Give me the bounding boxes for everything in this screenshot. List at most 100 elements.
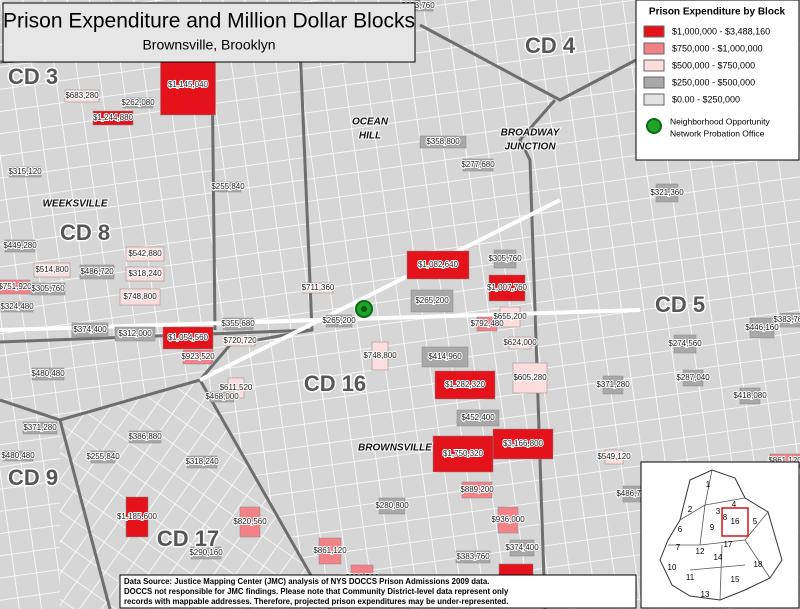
district-label: CD 17 [157, 526, 219, 551]
legend-swatch [643, 76, 665, 89]
block-label: $1,282,320 [445, 380, 486, 389]
block [492, 428, 554, 460]
block-label: $3,166,800 [503, 439, 544, 448]
block [461, 481, 493, 499]
block [739, 387, 761, 405]
block [71, 322, 109, 338]
block [602, 375, 624, 395]
block [378, 497, 406, 515]
block [64, 89, 100, 103]
block [499, 306, 521, 328]
title: Prison Expenditure and Million Dollar Bl… [3, 10, 415, 33]
block [160, 54, 216, 116]
inset-label: 11 [686, 573, 695, 582]
block [509, 539, 535, 557]
block-label: $936,000 [491, 515, 525, 524]
legend-swatch [643, 25, 665, 38]
block-label: $383,760 [401, 1, 435, 10]
block-label: $748,800 [123, 292, 157, 301]
block-label: $262,080 [121, 98, 155, 107]
block [162, 326, 214, 350]
block-label: $287,040 [676, 373, 710, 382]
block [462, 158, 494, 172]
legend-office-label: Neighborhood Opportunity [670, 116, 770, 126]
block-label: $486,720 [80, 267, 114, 276]
block [421, 346, 469, 368]
district-label: CD 4 [525, 33, 576, 58]
district-label: CD 3 [8, 64, 58, 89]
block [302, 282, 334, 294]
block-label: $265,200 [322, 316, 356, 325]
block-label: $290,160 [189, 548, 223, 557]
block [779, 312, 800, 328]
block [22, 421, 58, 435]
block [128, 430, 162, 444]
block-label: $374,400 [505, 543, 539, 552]
inset-label: 10 [668, 563, 677, 572]
block [8, 166, 42, 178]
block [406, 250, 470, 280]
legend-label: $1,000,000 - $3,488,160 [672, 26, 770, 36]
block-label: $452,400 [461, 413, 495, 422]
block [682, 369, 704, 387]
block-label: $480,480 [31, 369, 65, 378]
block [4, 239, 36, 253]
block-label: $1,082,640 [418, 260, 459, 269]
block [497, 506, 519, 534]
inset-label: 8 [723, 513, 728, 522]
block-label: $711,360 [302, 283, 335, 292]
inset-label: 2 [688, 505, 693, 514]
block-label: $358,800 [426, 137, 460, 146]
block-label: $321,360 [650, 188, 684, 197]
block-label: $468,000 [205, 392, 239, 401]
block [325, 314, 353, 328]
block [182, 349, 214, 365]
neighborhood-label: OCEAN [352, 117, 389, 128]
block [239, 506, 261, 538]
block [0, 279, 31, 295]
inset-brooklyn [659, 469, 783, 601]
block [119, 288, 161, 306]
block-label: $315,120 [8, 167, 42, 176]
block-label: $1,054,560 [168, 333, 209, 342]
neighborhood-label: BROADWAY [501, 128, 561, 139]
inset-label: 5 [753, 517, 758, 526]
legend-label: $750,000 - $1,000,000 [672, 43, 763, 53]
block-label: $480,480 [1, 451, 35, 460]
block-label: $1,007,760 [487, 283, 528, 292]
inset-label: 16 [731, 517, 740, 526]
block-label: $386,880 [128, 432, 162, 441]
block [186, 455, 218, 469]
block-label: $414,960 [428, 352, 462, 361]
footnote-box [119, 574, 637, 609]
block-label: $383,760 [456, 552, 490, 561]
footnote-line: Data Source: Justice Mapping Center (JMC… [124, 577, 489, 586]
block [79, 264, 115, 280]
block-label: $449,280 [3, 241, 37, 250]
block-label: $1,750,320 [443, 449, 484, 458]
block-label: $605,280 [513, 373, 547, 382]
block-label: $318,240 [128, 269, 162, 278]
legend-swatch [643, 93, 665, 106]
block-label: $611,520 [220, 383, 253, 392]
inset-boundaries [668, 469, 771, 601]
neighborhood-label: HILL [359, 131, 381, 142]
inset-label: 6 [678, 525, 683, 534]
block-label: $792,480 [470, 319, 504, 328]
block-label: $274,560 [668, 339, 702, 348]
block [30, 282, 66, 296]
neighborhood-label: JUNCTION [504, 142, 556, 153]
block-label: $514,800 [35, 265, 69, 274]
block [604, 449, 624, 465]
block [224, 335, 256, 347]
street-grid [60, 380, 330, 609]
block [31, 367, 65, 381]
legend-office-symbol [646, 118, 662, 134]
block-label: $374,400 [73, 325, 107, 334]
block [92, 110, 134, 126]
block [2, 450, 34, 462]
legend-swatch [643, 42, 665, 55]
inset-label: 1 [706, 480, 711, 489]
block-label: $861,120 [768, 456, 800, 465]
block [434, 370, 496, 400]
